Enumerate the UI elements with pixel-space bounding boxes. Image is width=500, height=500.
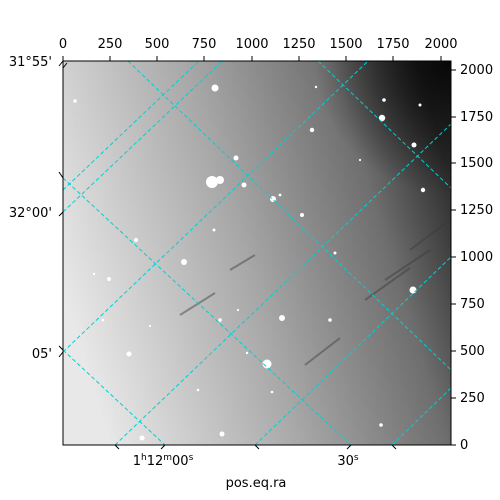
star [126, 351, 132, 357]
star [236, 308, 240, 312]
star [134, 238, 138, 242]
dec-tick-label: 05' [32, 347, 52, 362]
star [148, 324, 152, 328]
top-x-tick-labels: 0 250 500 750 1000 1250 1500 1750 2000 [59, 37, 458, 52]
star [309, 127, 315, 133]
top-x-tick-label: 1500 [329, 37, 362, 52]
right-y-tick-label: 1500 [460, 156, 493, 171]
right-y-tick-label: 1250 [460, 203, 493, 218]
plot-frame [62, 60, 452, 446]
star [418, 103, 422, 107]
bottom-ra-tick-labels: 1h12m00s 30s [133, 453, 359, 469]
grid-line [114, 123, 451, 445]
star [107, 277, 111, 281]
sky-image [63, 61, 451, 445]
star [206, 176, 218, 188]
bottom-ra-axis [114, 444, 397, 450]
right-y-tick-label: 250 [460, 391, 485, 406]
coordinate-grid [63, 61, 451, 445]
star [196, 388, 200, 392]
ra-tick-label-2: 30s [337, 453, 359, 469]
top-x-tick-label: 2000 [424, 37, 457, 52]
ra-tick-label-1: 1h12m00s [133, 453, 194, 469]
left-dec-tick-labels: 31°55' 32°00' 05' [9, 55, 52, 362]
top-x-tick-label: 250 [98, 37, 123, 52]
grid-line [127, 61, 451, 371]
star [278, 193, 282, 197]
star [101, 318, 105, 322]
grid-line [63, 61, 200, 191]
star [245, 351, 249, 355]
x-axis-label: pos.eq.ra [226, 476, 287, 491]
star [219, 431, 225, 437]
grid-line [317, 61, 451, 189]
star [233, 155, 239, 161]
dec-tick-label: 31°55' [9, 55, 52, 70]
left-dec-axis [58, 60, 68, 358]
top-x-tick-label: 0 [59, 37, 67, 52]
star [73, 99, 77, 103]
star [92, 272, 96, 276]
right-y-tick-label: 0 [460, 438, 468, 453]
star [409, 286, 417, 294]
dec-tick-label: 32°00' [9, 206, 52, 221]
star [420, 187, 426, 193]
right-y-tick-labels: 0 250 500 750 1000 1250 1500 1750 2000 [460, 63, 493, 453]
grid-line [63, 349, 166, 445]
star [358, 158, 362, 162]
star [216, 176, 224, 184]
star [314, 85, 318, 89]
top-x-tick-label: 1000 [235, 37, 268, 52]
right-y-tick-label: 2000 [460, 63, 493, 78]
star [270, 390, 274, 394]
star [211, 84, 219, 92]
star [181, 259, 187, 265]
top-x-tick-label: 500 [145, 37, 170, 52]
star [218, 318, 222, 322]
top-x-tick-label: 1250 [282, 37, 315, 52]
star [382, 98, 386, 102]
star [139, 435, 145, 441]
top-x-axis [62, 56, 442, 61]
star [328, 318, 332, 322]
top-x-tick-label: 1750 [376, 37, 409, 52]
star [411, 142, 417, 148]
star [300, 213, 304, 217]
top-x-tick-label: 750 [192, 37, 217, 52]
star [333, 251, 337, 255]
right-y-tick-label: 1000 [460, 250, 493, 265]
right-y-tick-label: 750 [460, 297, 485, 312]
right-y-tick-label: 1750 [460, 110, 493, 125]
star [212, 228, 216, 232]
star [279, 315, 285, 321]
star [378, 114, 386, 122]
star [241, 182, 247, 188]
star [262, 359, 272, 369]
grid-line [391, 387, 451, 445]
right-y-tick-label: 500 [460, 344, 485, 359]
grid-line [63, 61, 224, 213]
grid-line [63, 177, 352, 445]
grid-line [63, 61, 369, 353]
star [379, 423, 383, 427]
right-y-axis [451, 69, 456, 446]
